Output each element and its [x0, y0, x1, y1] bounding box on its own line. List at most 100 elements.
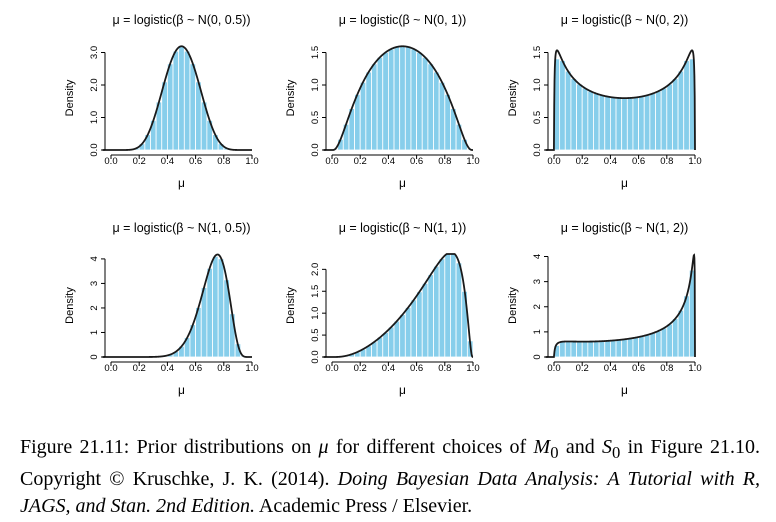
y-axis-label: Density [285, 287, 297, 324]
histogram-bar [183, 50, 191, 151]
histogram-bar [371, 63, 378, 151]
density-curve [545, 49, 696, 151]
histogram-bar [587, 90, 594, 151]
histogram-bar [421, 282, 429, 358]
x-tick-label: 0.4 [382, 156, 395, 167]
histogram-bar [581, 87, 589, 151]
y-tick-label: 4 [532, 254, 543, 259]
histogram-bar [677, 70, 685, 151]
x-tick-label: 0.4 [161, 363, 174, 374]
panel-title: μ = logistic(β ~ N(0, 1)) [339, 13, 467, 27]
x-tick-label: 0.4 [604, 363, 617, 374]
histogram-bar [433, 71, 440, 151]
histogram-bar [559, 60, 566, 151]
histogram-bar [229, 313, 236, 358]
x-tick-label: 0.0 [104, 363, 117, 374]
histogram-bar [626, 338, 634, 358]
panel-5: μ = logistic(β ~ N(1, 1)) 0.0 0.2 0.4 0.6 0.8… [285, 221, 480, 397]
histogram-bar [404, 307, 412, 358]
x-tick-label: 0.8 [438, 363, 451, 374]
histogram-bar [564, 70, 572, 151]
y-tick-label: 4 [89, 256, 100, 261]
histogram-bar [655, 330, 662, 358]
y-tick-label: 0.0 [532, 143, 543, 156]
panel-2: μ = logistic(β ~ N(0, 1)) 0.0 0.2 0.4 0.6 0.8… [285, 13, 480, 190]
histogram-bar [626, 97, 634, 151]
x-tick-label: 0.2 [133, 156, 146, 167]
histogram-bar [649, 93, 656, 151]
x-tick-label: 0.0 [547, 156, 560, 167]
histogram-bar [598, 94, 606, 151]
y-axis: 0 1 2 3 4 [89, 256, 106, 360]
histogram-bar [444, 94, 451, 151]
y-tick-label: 1 [532, 329, 543, 334]
x-tick-label: 0.8 [660, 363, 673, 374]
x-tick-label: 1.0 [688, 156, 701, 167]
histogram-bar [677, 309, 685, 358]
histogram-bar [444, 253, 451, 358]
y-tick-label: 0.0 [89, 143, 100, 156]
histogram-bar [576, 341, 583, 358]
y-tick-label: 2.0 [89, 78, 100, 91]
histogram-bar [393, 320, 401, 358]
y-axis: 0.0 0.5 1.0 1.5 2.0 [310, 263, 327, 364]
x-tick-label: 0.6 [410, 363, 423, 374]
density-curve [545, 253, 696, 358]
y-axis-label: Density [507, 287, 519, 324]
histogram-bars [553, 269, 696, 358]
caption-m0: M [533, 436, 551, 458]
histogram-bar [450, 253, 457, 358]
x-axis-label: μ [178, 383, 185, 397]
y-tick-label: 0.5 [532, 111, 543, 124]
y-axis-label: Density [64, 287, 76, 324]
histogram-bar [178, 46, 185, 151]
histogram-bar [410, 299, 417, 358]
histogram-bar [382, 52, 389, 151]
histogram-bar [587, 341, 594, 358]
histogram-bar [438, 258, 446, 358]
y-tick-label: 1.5 [532, 46, 543, 59]
histogram-bar [212, 255, 219, 358]
histogram-bar [189, 63, 197, 151]
histogram-bar [399, 314, 406, 358]
y-tick-label: 2 [532, 304, 543, 309]
y-axis-label: Density [64, 79, 76, 116]
panel-title: μ = logistic(β ~ N(0, 2)) [561, 13, 689, 27]
y-tick-label: 1.5 [310, 285, 321, 298]
histogram-bar [416, 291, 423, 358]
x-tick-label: 0.0 [104, 156, 117, 167]
caption-mid3: in Figure 21.10. Copyright © Kruschke, J… [20, 436, 760, 490]
y-axis: 0 1 2 3 4 [532, 254, 549, 360]
histogram-bar [621, 338, 628, 358]
density-curve [323, 45, 473, 151]
histogram-bar [564, 341, 572, 358]
panel-title: μ = logistic(β ~ N(0, 0.5)) [112, 13, 250, 27]
x-tick-label: 0.6 [410, 156, 423, 167]
caption-book-title: Doing Bayesian Data Analysis: A Tutorial… [20, 468, 760, 517]
histogram-bar [404, 46, 412, 151]
histogram-bar [410, 48, 417, 151]
histogram-bar [604, 96, 611, 151]
histogram-bar [593, 93, 600, 151]
histogram-bar [632, 97, 640, 151]
y-tick-label: 0.0 [310, 143, 321, 156]
y-axis-label: Density [507, 79, 519, 116]
y-tick-label: 1.5 [310, 46, 321, 59]
histogram-bar [399, 45, 406, 151]
histogram-bar [166, 63, 174, 151]
histogram-bar [638, 96, 645, 151]
x-tick-label: 0.8 [438, 156, 451, 167]
histogram-bar [376, 337, 384, 358]
histogram-bar [610, 340, 617, 358]
y-axis: 0.0 0.5 1.0 1.5 [310, 46, 327, 157]
histogram-bar [427, 274, 434, 358]
y-tick-label: 0.0 [310, 350, 321, 363]
histogram-bar [382, 332, 389, 358]
histogram-bar [666, 323, 673, 358]
histogram-bar [570, 78, 577, 151]
caption-prefix: Figure 21.11: Prior distributions on [20, 436, 319, 458]
x-axis: 0.0 0.2 0.4 0.6 0.8 1.0 [104, 361, 259, 374]
histogram-bar [621, 97, 628, 151]
x-tick-label: 0.8 [217, 363, 230, 374]
x-tick-label: 0.6 [632, 156, 645, 167]
